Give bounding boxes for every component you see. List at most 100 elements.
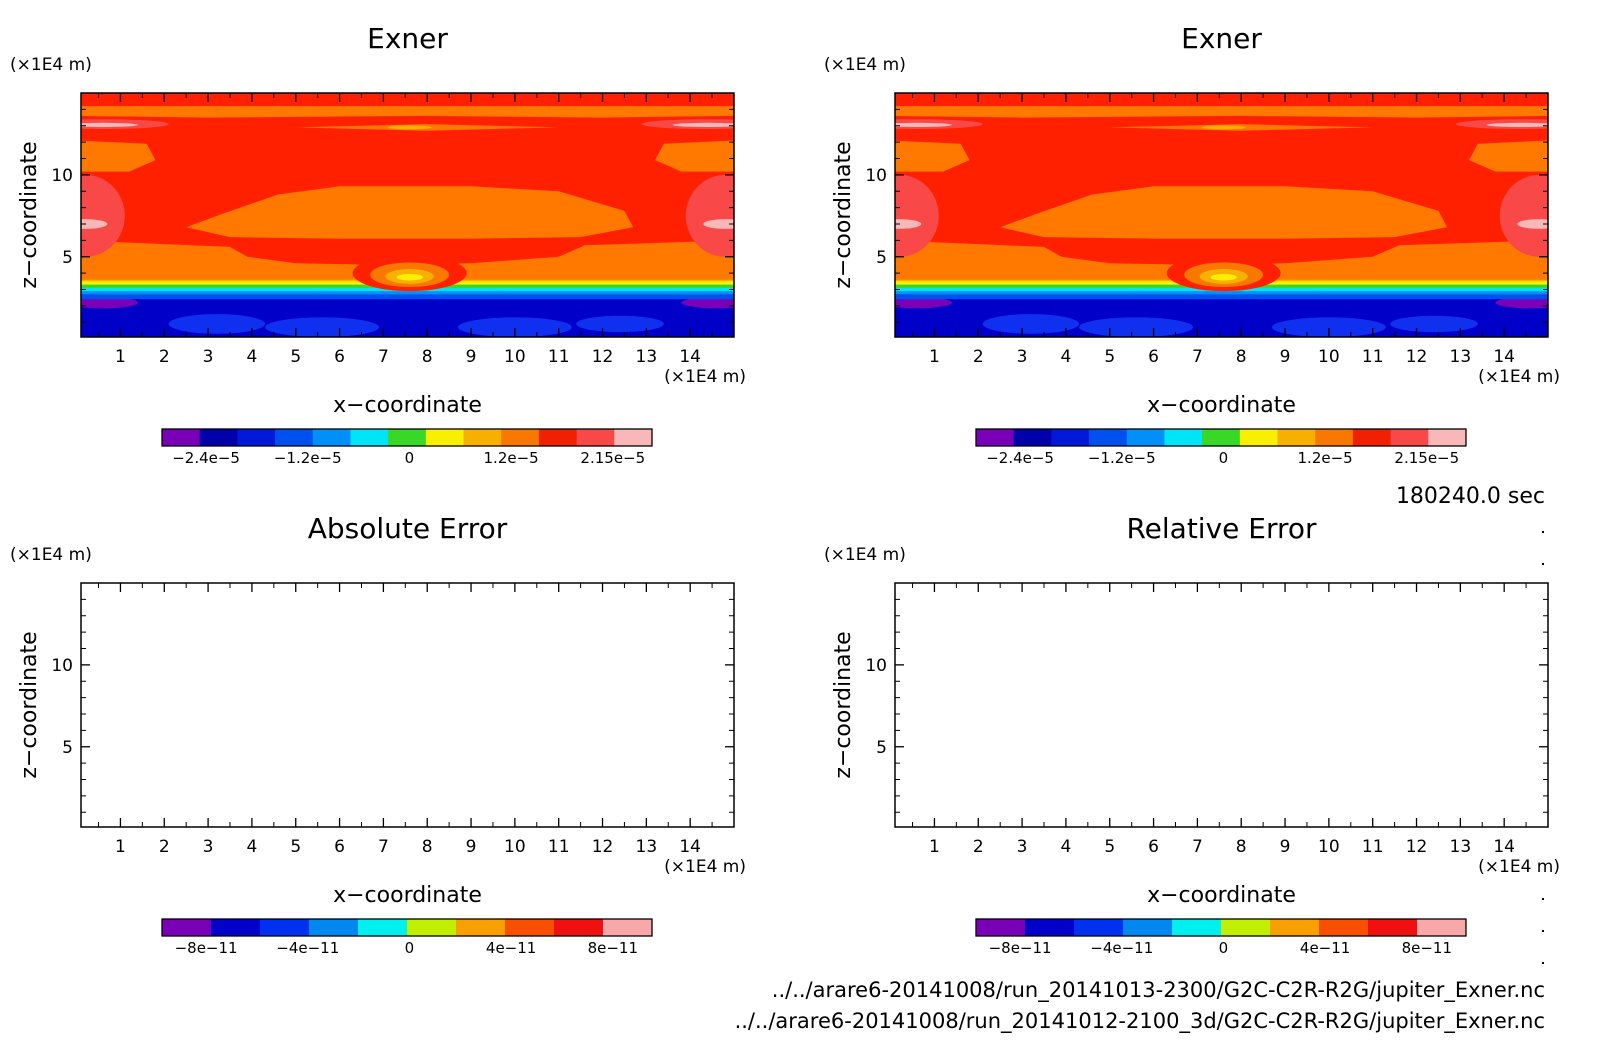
colorbar-label: −1.2e−5 (1088, 449, 1156, 467)
x-tick-label: 14 (679, 837, 701, 857)
colorbar-label: 4e−11 (486, 939, 536, 957)
chart-title: Absolute Error (308, 512, 508, 545)
colorbar-swatch (1428, 429, 1467, 446)
contour-region (1486, 122, 1548, 128)
x-tick-label: 13 (1450, 347, 1472, 367)
x-tick-label: 7 (1192, 837, 1203, 857)
x-tick-label: 6 (334, 347, 345, 367)
contour-region (681, 296, 734, 309)
colorbar-label: −1.2e−5 (274, 449, 342, 467)
colorbar-frame (975, 918, 1467, 937)
x-tick-label: 1 (115, 837, 126, 857)
colorbar-frame (161, 428, 653, 447)
contour-region (1000, 186, 1448, 239)
colorbar-swatch (407, 919, 457, 936)
colorbar-swatch (1202, 429, 1241, 446)
x-tick-label: 4 (1061, 347, 1072, 367)
colorbar: −8e−11 −4e−11 0 4e−11 8e−11 (161, 918, 653, 957)
colorbar-swatch (1164, 429, 1203, 446)
chart-panel-4: Relative Error(×1E4 m)(×1E4 m)1 2 3 4 5 6 7 8 9 1… (824, 512, 1560, 957)
colorbar: −8e−11 −4e−11 0 4e−11 8e−11 (975, 918, 1467, 957)
contour-region (186, 186, 634, 239)
colorbar-swatch (1221, 919, 1271, 936)
file-path-2: ../../arare6-20141008/run_20141012-2100_… (735, 1009, 1545, 1034)
colorbar-swatch (976, 429, 1015, 446)
y-unit-label: (×1E4 m) (824, 55, 906, 75)
x-tick-label: 11 (1362, 837, 1384, 857)
contour-region (81, 240, 734, 280)
contour-region (685, 174, 734, 257)
y-tick-label: 5 (876, 248, 887, 268)
colorbar-swatch (1172, 919, 1222, 936)
colorbar-swatch (505, 919, 555, 936)
colorbar-swatch (275, 429, 314, 446)
colorbar-label: 1.2e−5 (1298, 449, 1353, 467)
contour-region (1210, 273, 1237, 281)
plot-frame (80, 92, 735, 338)
x-unit-label: (×1E4 m) (1478, 367, 1560, 387)
contour-region (265, 317, 380, 337)
x-tick-label: 8 (1236, 837, 1247, 857)
x-tick-label: 5 (290, 347, 301, 367)
chart-title: Exner (367, 22, 448, 55)
x-tick-label: 9 (1280, 837, 1291, 857)
contour-region (1079, 317, 1194, 337)
y-tick-label: 10 (51, 166, 73, 186)
x-tick-label: 4 (1061, 837, 1072, 857)
x-axis-label: x−coordinate (333, 883, 482, 908)
colorbar-swatch (1025, 919, 1075, 936)
colorbar-label: 2.15e−5 (1394, 449, 1459, 467)
contour-region (1469, 140, 1548, 172)
colorbar-swatch (1051, 429, 1090, 446)
x-tick-label: 14 (1493, 837, 1515, 857)
colorbar-swatch (162, 919, 212, 936)
y-unit-label: (×1E4 m) (10, 545, 92, 565)
contour-field (81, 93, 734, 337)
x-tick-label: 1 (115, 347, 126, 367)
colorbar-label: 0 (405, 449, 415, 467)
x-tick-label: 14 (1493, 347, 1515, 367)
colorbar-swatch (538, 429, 578, 446)
colorbar-swatch (1319, 919, 1369, 936)
colorbar-swatch (501, 429, 540, 446)
contour-region (81, 174, 125, 257)
x-tick-label: 11 (1362, 347, 1384, 367)
contour-region (895, 106, 1548, 118)
x-axis-label: x−coordinate (1147, 393, 1296, 418)
colorbar-label: −8e−11 (175, 939, 238, 957)
contour-region (703, 219, 734, 229)
colorbar-label: 0 (1219, 449, 1229, 467)
x-tick-label: 12 (592, 837, 614, 857)
contour-region (895, 122, 952, 128)
contour-region (168, 314, 266, 334)
x-tick-label: 8 (1236, 347, 1247, 367)
x-tick-label: 1 (929, 347, 940, 367)
contour-region (1390, 315, 1478, 333)
contour-region (81, 140, 156, 172)
x-tick-label: 12 (1406, 837, 1428, 857)
colorbar-swatch (1074, 919, 1124, 936)
colorbar-swatch (199, 429, 238, 446)
contour-region (1499, 174, 1548, 257)
colorbar-label: 8e−11 (1402, 939, 1452, 957)
colorbar-swatch (576, 429, 615, 446)
colorbar-swatch (1123, 919, 1173, 936)
colorbar-swatch (350, 429, 389, 446)
colorbar-label: 4e−11 (1300, 939, 1350, 957)
contour-region (1495, 296, 1548, 309)
y-axis-label: z−coordinate (831, 141, 856, 288)
colorbar-swatch (1239, 429, 1279, 446)
x-tick-label: 5 (290, 837, 301, 857)
colorbar-label: 0 (1219, 939, 1229, 957)
x-tick-label: 6 (1148, 837, 1159, 857)
contour-region (387, 125, 432, 130)
colorbar-swatch (260, 919, 310, 936)
y-axis-label: z−coordinate (831, 631, 856, 778)
contour-region (895, 296, 952, 309)
colorbar-swatch (614, 429, 653, 446)
x-tick-label: 3 (203, 347, 214, 367)
colorbar-swatch (358, 919, 408, 936)
colorbar-label: 2.15e−5 (580, 449, 645, 467)
file-path-1: ../../arare6-20141008/run_20141013-2300/… (772, 978, 1545, 1003)
